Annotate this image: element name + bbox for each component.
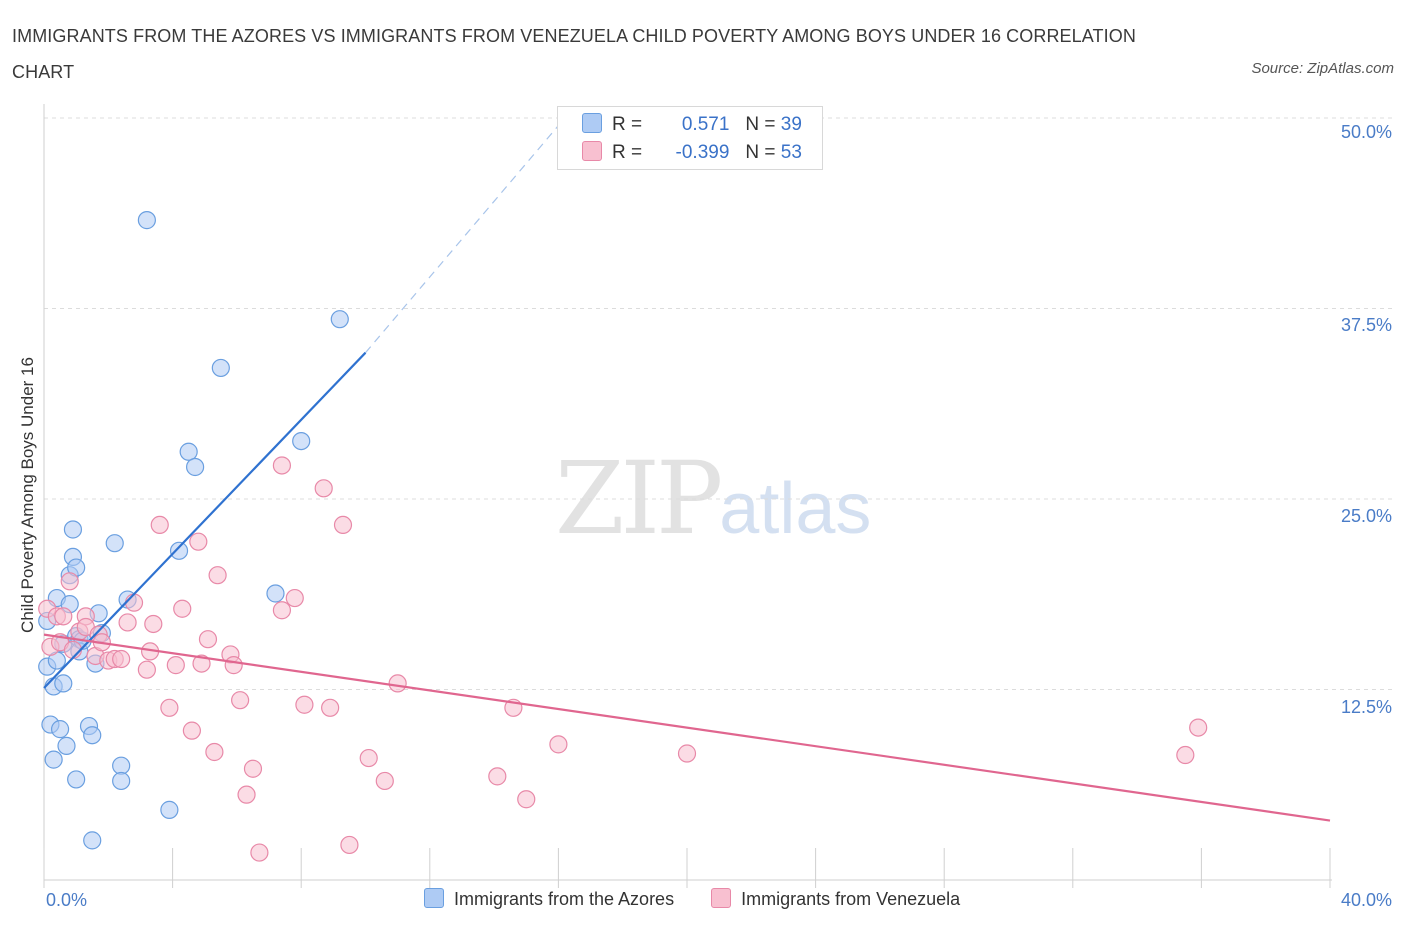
data-point-azores	[112, 771, 131, 791]
y-tick-label-12-5: 12.5%	[1340, 697, 1392, 717]
y-tick-label-50: 50.0%	[1340, 122, 1392, 142]
data-point-venezuela	[285, 588, 304, 608]
data-point-venezuela	[198, 630, 218, 649]
trend-line-azores	[43, 351, 367, 689]
legend-row-venezuela: R = -0.399 N = 53	[582, 140, 802, 166]
data-point-venezuela	[208, 566, 227, 585]
data-point-venezuela	[1189, 718, 1208, 737]
data-point-venezuela	[375, 771, 394, 791]
data-point-venezuela	[118, 613, 137, 632]
n-value-azores: 39	[780, 114, 802, 135]
data-point-azores	[292, 431, 311, 451]
data-point-venezuela	[60, 572, 79, 591]
legend-row-azores: R = 0.571 N = 39	[582, 112, 802, 138]
y-tick-label-37-5: 37.5%	[1340, 315, 1392, 335]
watermark-atlas: atlas	[719, 469, 872, 549]
data-point-venezuela	[124, 593, 144, 612]
data-point-azores	[266, 584, 285, 603]
data-point-venezuela	[224, 656, 243, 675]
data-point-azores	[105, 534, 124, 553]
legend-swatch-azores	[582, 112, 602, 133]
data-point-azores	[63, 520, 83, 539]
data-point-venezuela	[388, 674, 407, 693]
data-point-venezuela	[160, 698, 179, 717]
legend-item-venezuela[interactable]: Immigrants from Venezuela	[711, 888, 961, 910]
data-point-venezuela	[144, 614, 163, 634]
data-point-azores	[112, 756, 131, 775]
legend-swatch-venezuela	[711, 888, 732, 909]
data-point-venezuela	[314, 479, 333, 498]
legend-label-azores: Immigrants from the Azores	[454, 889, 675, 909]
data-point-venezuela	[150, 515, 169, 535]
data-point-venezuela	[173, 599, 192, 618]
data-point-azores	[179, 442, 198, 461]
data-point-venezuela	[205, 742, 224, 762]
data-point-azores	[160, 800, 179, 819]
data-point-venezuela	[166, 656, 185, 675]
data-point-azores	[83, 726, 102, 745]
data-point-azores	[67, 770, 86, 789]
data-point-venezuela	[250, 843, 269, 862]
legend-swatch-venezuela	[582, 140, 602, 161]
chart-source: Source: ZipAtlas.com	[1251, 60, 1394, 77]
legend-label-venezuela: Immigrants from Venezuela	[741, 889, 961, 909]
x-tick-label-max: 40.0%	[1340, 890, 1392, 910]
data-point-azores	[57, 736, 76, 755]
data-point-venezuela	[137, 660, 156, 679]
data-point-venezuela	[54, 607, 73, 626]
x-tick-label-min: 0.0%	[46, 890, 88, 910]
data-point-venezuela	[1176, 745, 1195, 765]
trend-line-venezuela	[43, 633, 1331, 822]
data-point-azores	[186, 457, 205, 477]
data-point-venezuela	[359, 748, 378, 768]
data-point-venezuela	[488, 767, 507, 786]
data-point-venezuela	[333, 515, 353, 535]
data-point-azores	[330, 310, 349, 329]
r-value-venezuela: -0.399	[675, 142, 730, 163]
data-point-azores	[169, 541, 189, 560]
data-point-venezuela	[189, 532, 208, 551]
n-label: N =	[745, 142, 776, 163]
n-label: N =	[745, 114, 776, 135]
data-point-azores	[50, 720, 70, 739]
data-point-venezuela	[237, 785, 256, 804]
data-point-venezuela	[243, 759, 263, 778]
series-legend: Immigrants from the Azores Immigrants fr…	[424, 888, 992, 910]
legend-item-azores[interactable]: Immigrants from the Azores	[424, 888, 675, 910]
data-point-azores	[211, 358, 230, 378]
data-point-venezuela	[340, 835, 359, 855]
correlation-legend: R = 0.571 N = 39 R = -0.399 N = 53	[557, 106, 823, 170]
n-value-venezuela: 53	[780, 142, 802, 163]
r-value-azores: 0.571	[681, 114, 730, 135]
legend-swatch-azores	[424, 888, 444, 909]
chart-title: IMMIGRANTS FROM THE AZORES VS IMMIGRANTS…	[12, 26, 1136, 82]
data-point-venezuela	[182, 721, 201, 740]
data-point-venezuela	[321, 698, 340, 717]
data-point-venezuela	[272, 456, 292, 475]
data-point-venezuela	[517, 790, 536, 809]
y-axis-title: Child Poverty Among Boys Under 16	[18, 357, 37, 633]
y-tick-label-25: 25.0%	[1340, 506, 1392, 526]
r-label: R =	[612, 142, 643, 163]
data-point-venezuela	[677, 744, 697, 763]
r-label: R =	[612, 114, 643, 135]
data-point-venezuela	[295, 695, 314, 714]
data-point-venezuela	[549, 735, 568, 754]
data-point-azores	[137, 211, 156, 230]
data-point-venezuela	[112, 649, 131, 669]
data-point-venezuela	[272, 601, 292, 620]
data-point-venezuela	[231, 691, 250, 710]
data-point-azores	[44, 750, 63, 769]
trend-line-extension-azores	[365, 117, 566, 354]
data-point-venezuela	[63, 640, 83, 659]
data-point-venezuela	[192, 654, 211, 673]
data-point-azores	[83, 831, 102, 850]
data-point-azores	[54, 674, 73, 693]
